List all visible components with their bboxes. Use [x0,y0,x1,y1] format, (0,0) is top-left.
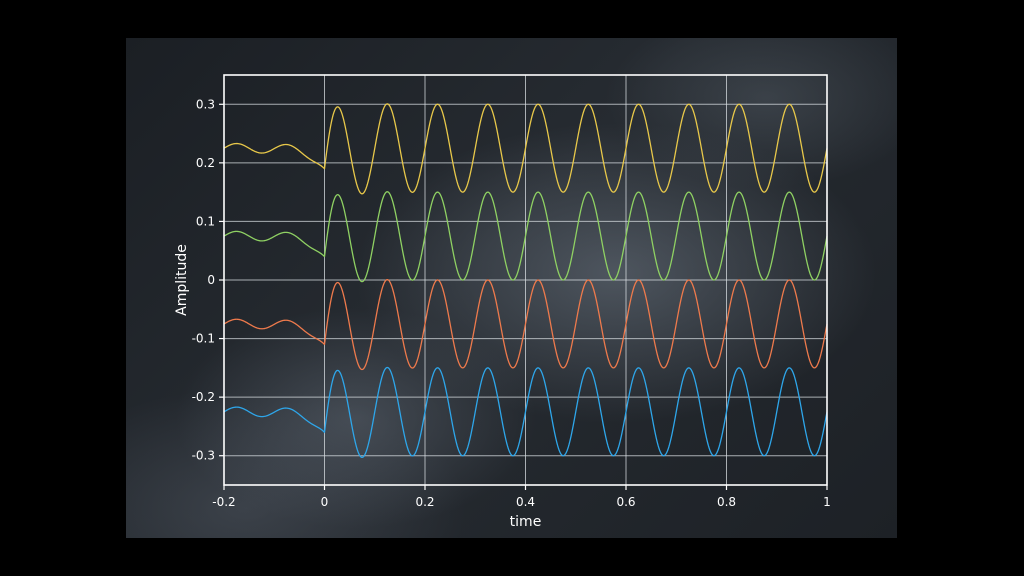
grid-lines [223,75,828,485]
x-tick-label: 0.6 [616,495,635,509]
y-tick-label: 0.1 [196,214,215,228]
x-tick-label: -0.2 [212,495,235,509]
x-axis: -0.2 0 0.2 0.4 0.6 0.8 1 [212,485,831,509]
series-line-0 [223,103,828,195]
x-tick-label: 0.2 [415,495,434,509]
x-tick-label: 0.8 [717,495,736,509]
y-axis: 0.3 0.2 0.1 0 -0.1 -0.2 -0.3 [192,97,224,463]
series-line-2 [223,278,828,371]
chart-panel: -0.2 0 0.2 0.4 0.6 0.8 1 0.3 0.2 0.1 0 -0.1 -0.2 -0.… [126,38,897,538]
series-line-1 [223,191,828,283]
y-tick-label: 0.2 [196,156,215,170]
y-tick-label: -0.3 [192,449,215,463]
x-axis-label: time [510,514,542,530]
x-tick-label: 0.4 [516,495,535,509]
x-tick-label: 0 [321,495,329,509]
y-tick-label: -0.1 [192,332,215,346]
y-axis-label: Amplitude [174,244,190,316]
line-chart: -0.2 0 0.2 0.4 0.6 0.8 1 0.30.20.10-0.1-0.2-0.… [174,74,831,530]
series-lines [223,103,828,459]
series-line-3 [223,366,828,459]
x-tick-label: 1 [823,495,831,509]
y-tick-label: -0.2 [192,390,215,404]
y-tick-label: 0 [207,273,215,287]
y-tick-label: 0.3 [196,97,215,111]
